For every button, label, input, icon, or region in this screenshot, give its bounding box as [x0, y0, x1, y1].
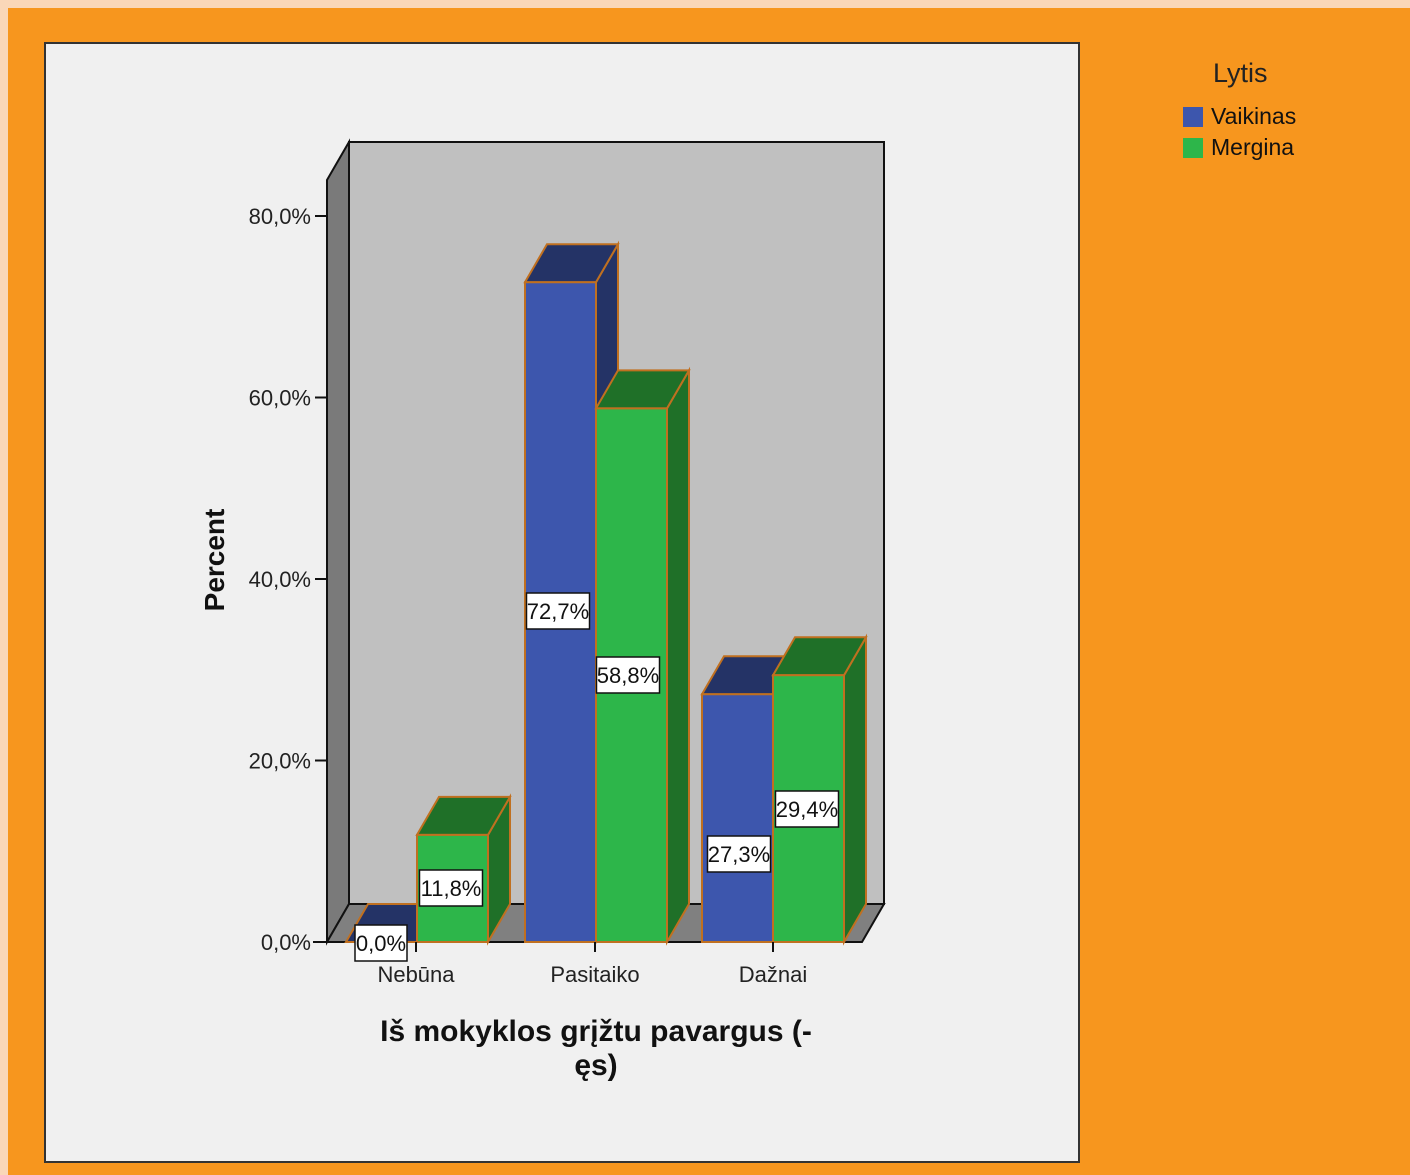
y-tick-label: 40,0% — [249, 567, 311, 592]
legend-swatch — [1183, 137, 1203, 158]
bar-side — [843, 633, 867, 946]
x-tick-label: Nebūna — [377, 962, 455, 987]
legend-items: Vaikinas Mergina — [1183, 101, 1296, 163]
y-tick-label: 80,0% — [249, 204, 311, 229]
data-label-box — [525, 592, 591, 630]
y-axis-title: Percent — [199, 509, 230, 612]
data-label: 0,0% — [356, 931, 406, 956]
chart-frame: 0,0% 20,0% 40,0% 60,0% 80,0% Percent 0,0% 72,7%… — [8, 8, 1410, 1175]
x-tick-label: Pasitaiko — [550, 962, 639, 987]
data-label: 72,7% — [527, 599, 589, 624]
chart-svg: 0,0% 20,0% 40,0% 60,0% 80,0% Percent 0,0% 72,7%… — [199, 138, 886, 1082]
data-label: 58,8% — [597, 663, 659, 688]
legend-label: Vaikinas — [1211, 103, 1297, 129]
legend-item-vaikinas: Vaikinas — [1183, 101, 1296, 132]
y-tick-label: 60,0% — [249, 386, 311, 411]
data-label-box — [706, 835, 772, 873]
legend-swatch — [1183, 106, 1203, 127]
bar-side — [666, 366, 690, 946]
data-label-box — [774, 790, 840, 828]
data-label-box — [418, 869, 484, 907]
data-label: 11,8% — [421, 876, 482, 901]
data-label-box — [595, 656, 661, 694]
legend-label: Mergina — [1211, 134, 1295, 160]
x-axis-title: Iš mokyklos grįžtu pavargus (- — [380, 1015, 812, 1048]
legend: Lytis Vaikinas Mergina — [1183, 58, 1296, 163]
y-tick-label: 0,0% — [261, 930, 311, 955]
y-tick-label: 20,0% — [249, 749, 311, 774]
x-tick-label: Dažnai — [739, 962, 807, 987]
data-label: 29,4% — [776, 797, 838, 822]
data-label-box — [354, 924, 408, 962]
data-label: 27,3% — [708, 842, 770, 867]
legend-item-mergina: Mergina — [1183, 132, 1296, 163]
bar-vaikinas-2 — [701, 693, 774, 943]
legend-title: Lytis — [1213, 58, 1268, 88]
x-axis-title: ęs) — [574, 1049, 617, 1082]
side-wall — [326, 138, 350, 946]
